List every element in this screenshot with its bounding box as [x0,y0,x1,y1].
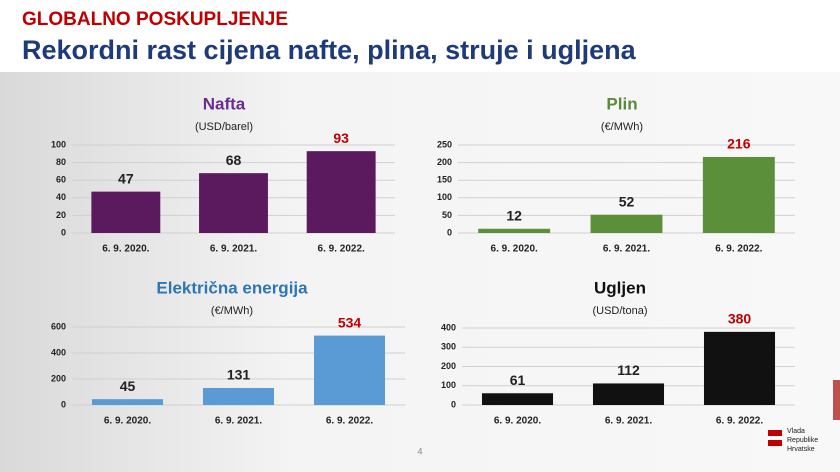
y-tick-label: 0 [447,227,452,237]
x-tick-label: 6. 9. 2021. [210,244,257,255]
value-label: 380 [728,311,752,327]
bar [91,399,164,405]
y-tick-label: 100 [441,380,456,390]
value-label: 216 [727,136,751,152]
y-tick-label: 600 [51,321,66,331]
value-label: 47 [118,170,134,186]
chart-subtitle: (USD/tona) [592,305,647,317]
bar [306,151,376,233]
bar [481,393,554,405]
y-tick-label: 100 [437,192,452,202]
y-tick-label: 400 [51,347,66,357]
logo-text: Republike [787,437,818,444]
bar [202,387,275,405]
y-tick-label: 300 [441,342,456,352]
value-label: 12 [506,207,522,223]
x-tick-label: 6. 9. 2021. [215,416,262,427]
bar [91,191,161,233]
bar [313,335,386,405]
x-tick-label: 6. 9. 2022. [716,416,763,427]
y-tick-label: 60 [56,175,66,185]
chart-title: Ugljen [594,278,646,297]
header-band [0,0,840,72]
y-tick-label: 20 [56,210,66,220]
edge-tab [833,380,840,420]
x-tick-label: 6. 9. 2020. [104,416,151,427]
x-tick-label: 6. 9. 2020. [491,244,538,255]
kicker: GLOBALNO POSKUPLJENJE [22,9,288,30]
y-tick-label: 150 [437,175,452,185]
x-tick-label: 6. 9. 2020. [102,244,149,255]
value-label: 45 [120,378,136,394]
page-number: 4 [417,446,422,456]
y-tick-label: 80 [56,157,66,167]
y-tick-label: 400 [441,322,456,332]
y-tick-label: 40 [56,192,66,202]
bar [478,228,551,233]
slide-title: Rekordni rast cijena nafte, plina, struj… [22,35,637,65]
chart-title: Električna energija [156,278,308,297]
bar [590,214,663,233]
y-tick-label: 50 [442,210,452,220]
y-tick-label: 0 [61,399,66,409]
value-label: 68 [226,152,242,168]
y-tick-label: 100 [51,139,66,149]
value-label: 61 [510,372,526,388]
bar [199,173,268,233]
x-tick-label: 6. 9. 2022. [715,244,762,255]
bar [592,383,665,405]
bar [702,156,775,233]
value-label: 93 [333,130,349,146]
bar [703,331,776,405]
chart-subtitle: (USD/barel) [195,121,253,133]
chart-subtitle: (€/MWh) [601,121,643,133]
y-tick-label: 0 [61,227,66,237]
logo-text: Hrvatske [787,446,815,453]
y-tick-label: 250 [437,139,452,149]
chart-title: Nafta [203,94,246,113]
y-tick-label: 200 [437,157,452,167]
logo-shield-band [768,436,782,440]
value-label: 534 [338,314,362,330]
x-tick-label: 6. 9. 2022. [326,416,373,427]
y-tick-label: 200 [441,361,456,371]
value-label: 112 [617,362,640,378]
chart-title: Plin [606,94,637,113]
y-tick-label: 200 [51,373,66,383]
chart-subtitle: (€/MWh) [211,305,253,317]
value-label: 52 [619,193,635,209]
x-tick-label: 6. 9. 2021. [605,416,652,427]
y-tick-label: 0 [451,399,456,409]
value-label: 131 [227,367,251,383]
logo-text: Vlada [787,428,805,435]
x-tick-label: 6. 9. 2020. [494,416,541,427]
x-tick-label: 6. 9. 2021. [603,244,650,255]
x-tick-label: 6. 9. 2022. [318,244,365,255]
